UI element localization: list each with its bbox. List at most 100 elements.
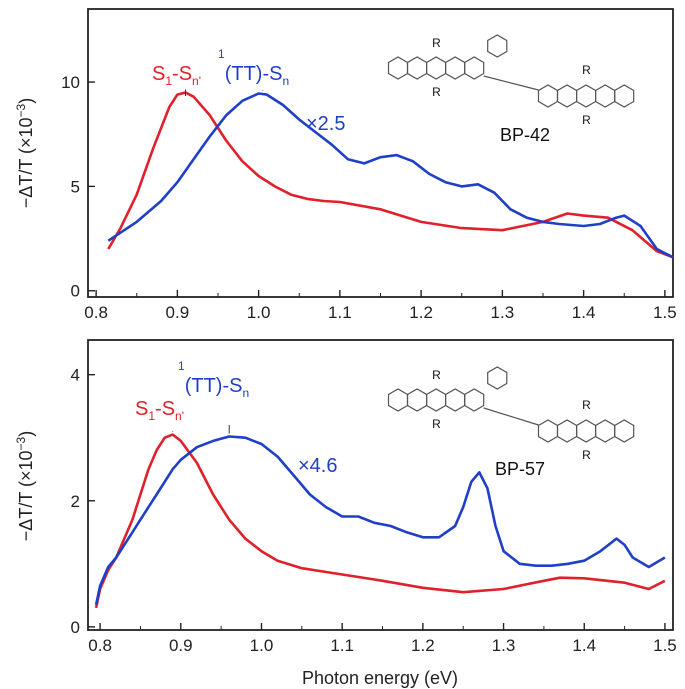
bottom-ticks: 0.8 0.9 1.0 1.1 1.2 1.3 1.4 1.5 0 2 4 xyxy=(71,366,677,655)
top-xtick-label: 1.3 xyxy=(491,303,515,322)
top-molecule-ring xyxy=(464,56,485,80)
bottom-r-label: R xyxy=(432,368,441,382)
bottom-blue-ann-sup: 1 xyxy=(178,359,185,373)
bottom-ylabel-text: −ΔT/T (×10 xyxy=(16,450,36,541)
top-xtick-label: 1.4 xyxy=(572,303,596,322)
top-red-series-line xyxy=(107,91,674,259)
bottom-blue-ann-sub: n xyxy=(242,386,249,400)
bottom-blue-ann-main: (TT)-S xyxy=(185,375,243,397)
bottom-xtick-label: 0.8 xyxy=(88,636,112,655)
bottom-blue-annotation: 1(TT)-Sn xyxy=(178,359,249,400)
top-y-axis-label: −ΔT/T (×10−3) xyxy=(14,98,36,208)
top-molecule-label: BP-42 xyxy=(500,125,550,145)
top-red-ann-main: S xyxy=(152,63,165,85)
bottom-molecule-label: BP-57 xyxy=(495,459,545,479)
top-ylabel-text: −ΔT/T (×10 xyxy=(16,117,36,208)
bottom-molecule-ring xyxy=(426,388,447,412)
bottom-x-axis-label: Photon energy (eV) xyxy=(302,668,458,688)
bottom-xtick-label: 1.2 xyxy=(411,636,435,655)
top-ylabel-exp: −3 xyxy=(14,103,28,117)
bottom-ylabel-exp: −3 xyxy=(14,436,28,450)
bottom-y-axis-label: −ΔT/T (×10−3) xyxy=(14,431,36,541)
bottom-red-ann-sub1: 1 xyxy=(148,409,155,423)
bottom-molecule-ring xyxy=(445,388,466,412)
bottom-peak-markers xyxy=(172,425,230,434)
top-r-label: R xyxy=(582,63,591,77)
top-xtick-label: 1.2 xyxy=(409,303,433,322)
bottom-xtick-label: 1.1 xyxy=(330,636,354,655)
svg-text:−ΔT/T (×10−3): −ΔT/T (×10−3) xyxy=(14,98,36,208)
top-molecule-ring xyxy=(556,84,578,108)
bottom-molecule-ring xyxy=(614,419,635,443)
bottom-scale-label: ×4.6 xyxy=(298,455,337,477)
top-ticks: 0.8 0.9 1.0 1.1 1.2 1.3 1.4 1.5 0 5 10 xyxy=(61,73,677,322)
top-xtick-label: 1.1 xyxy=(328,303,352,322)
bottom-red-ann-sub2: n' xyxy=(175,409,184,423)
top-ytick-label: 5 xyxy=(71,177,80,196)
top-molecule-ring xyxy=(387,56,409,80)
bottom-molecule-ring xyxy=(594,419,616,443)
bottom-xtick-label: 1.3 xyxy=(492,636,516,655)
top-molecule-ring xyxy=(487,34,508,58)
top-r-label: R xyxy=(432,36,441,50)
top-blue-ann-main: (TT)-S xyxy=(225,63,283,85)
bottom-xtick-label: 0.9 xyxy=(169,636,193,655)
bottom-xtick-label: 1.0 xyxy=(250,636,274,655)
bottom-ytick-label: 0 xyxy=(71,618,80,637)
top-xtick-label: 0.9 xyxy=(166,303,190,322)
bottom-ytick-label: 4 xyxy=(71,366,80,385)
top-red-ann-sub2: n' xyxy=(192,74,201,88)
bottom-molecule-ring xyxy=(537,419,559,443)
top-panel: 0.8 0.9 1.0 1.1 1.2 1.3 1.4 1.5 0 5 10 −ΔT/T (×10−… xyxy=(14,8,677,322)
bottom-ylabel-close: ) xyxy=(16,431,36,437)
top-red-annotation: S1-Sn' xyxy=(152,63,201,88)
bottom-red-series-line xyxy=(94,433,666,609)
bottom-r-label: R xyxy=(582,448,591,462)
top-ytick-label: 0 xyxy=(71,282,80,301)
bottom-molecule-ring xyxy=(575,419,597,443)
top-blue-ann-sup: 1 xyxy=(218,47,225,61)
top-molecule-ring xyxy=(614,84,635,108)
top-blue-series-line xyxy=(107,92,674,259)
bottom-series xyxy=(94,433,666,609)
top-red-ann-mid: -S xyxy=(172,63,192,85)
bottom-red-ann-main: S xyxy=(135,398,148,420)
top-xtick-label: 0.8 xyxy=(84,303,108,322)
top-red-ann-sub1: 1 xyxy=(165,74,172,88)
bottom-red-annotation: S1-Sn' xyxy=(135,398,184,423)
bottom-ytick-label: 2 xyxy=(71,492,80,511)
top-scale-label: ×2.5 xyxy=(306,113,345,135)
top-molecule-structure: R R R R xyxy=(387,34,635,127)
top-molecule-ring xyxy=(406,56,428,80)
bottom-r-label: R xyxy=(582,398,591,412)
top-ylabel-close: ) xyxy=(16,98,36,104)
top-peak-markers xyxy=(185,89,264,96)
bottom-xtick-label: 1.5 xyxy=(653,636,677,655)
top-plot-frame xyxy=(87,8,674,298)
top-molecule-bond xyxy=(483,75,539,91)
bottom-molecule-ring xyxy=(406,388,428,412)
bottom-xtick-label: 1.4 xyxy=(572,636,596,655)
top-xtick-label: 1.5 xyxy=(653,303,677,322)
top-r-label: R xyxy=(582,113,591,127)
top-r-label: R xyxy=(432,85,441,99)
top-series xyxy=(107,91,674,259)
bottom-molecule-structure: R R R R xyxy=(387,366,635,462)
bottom-molecule-ring xyxy=(556,419,578,443)
bottom-plot-frame xyxy=(87,339,674,631)
bottom-red-ann-mid: -S xyxy=(155,398,175,420)
top-molecule-ring xyxy=(537,84,559,108)
bottom-molecule-ring xyxy=(464,388,485,412)
top-molecule-ring xyxy=(426,56,447,80)
top-blue-ann-sub: n xyxy=(282,74,289,88)
bottom-panel: 0.8 0.9 1.0 1.1 1.2 1.3 1.4 1.5 0 2 4 −ΔT/T (×10−3… xyxy=(14,339,677,688)
top-molecule-ring xyxy=(594,84,616,108)
bottom-molecule-bond xyxy=(483,407,539,426)
svg-text:−ΔT/T (×10−3): −ΔT/T (×10−3) xyxy=(14,431,36,541)
top-molecule-ring xyxy=(445,56,466,80)
bottom-r-label: R xyxy=(432,417,441,431)
top-blue-annotation: 1(TT)-Sn xyxy=(218,47,289,88)
bottom-molecule-ring xyxy=(387,388,409,412)
top-ytick-label: 10 xyxy=(61,73,80,92)
